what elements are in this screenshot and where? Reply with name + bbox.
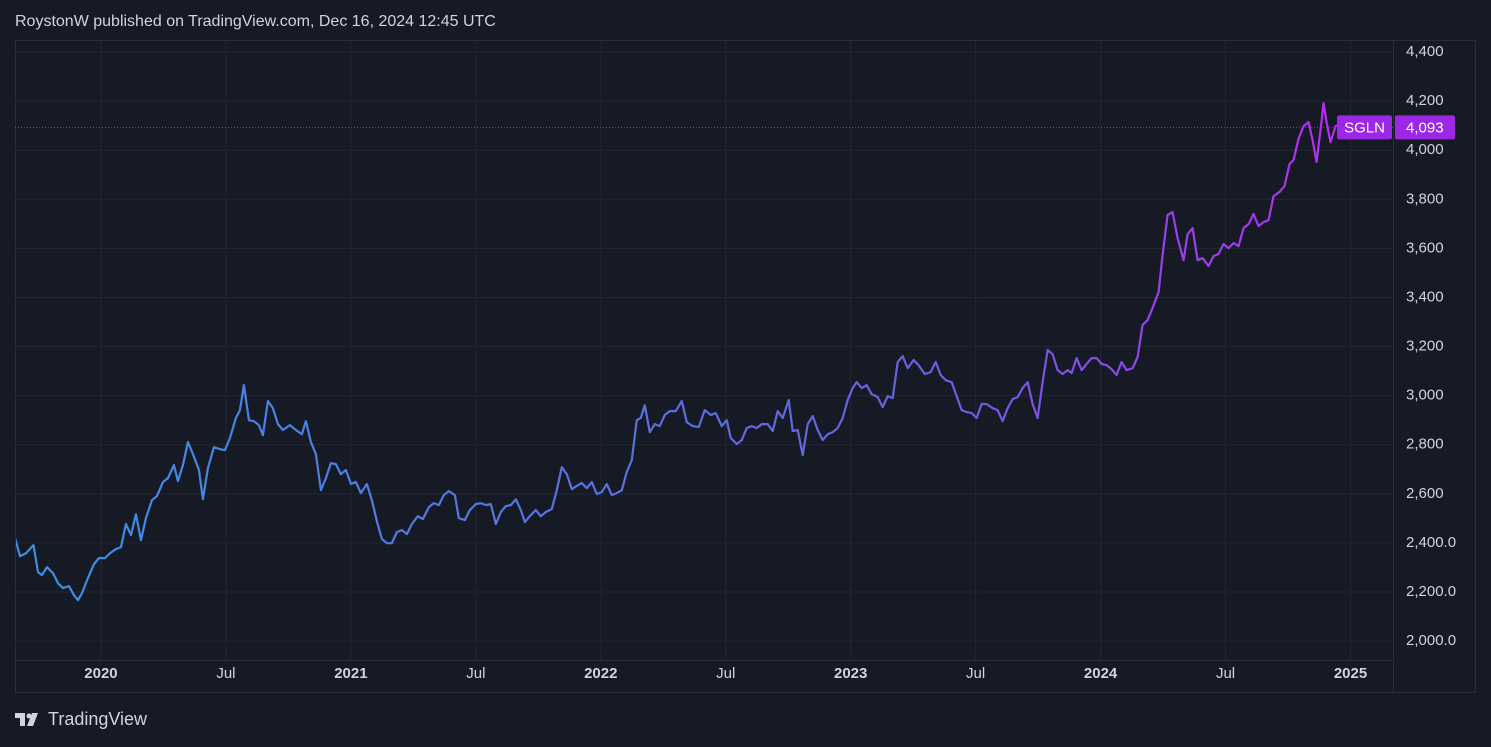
- x-tick-label: 2024: [1084, 665, 1118, 682]
- x-tick-label: 2020: [84, 665, 117, 682]
- y-tick-label: 4,200: [1406, 92, 1444, 109]
- y-tick-label: 4,400: [1406, 43, 1444, 60]
- pane-border: [15, 40, 1476, 693]
- y-tick-label: 2,000.0: [1406, 632, 1456, 649]
- logo-mark: [15, 713, 38, 726]
- last-price-label: 4,093: [1406, 119, 1444, 136]
- x-tick-label: Jul: [216, 665, 235, 682]
- y-tick-label: 3,600: [1406, 239, 1444, 256]
- y-tick-label: 2,600: [1406, 485, 1444, 502]
- last-price-badge: [1395, 115, 1455, 140]
- x-tick-label: Jul: [716, 665, 735, 682]
- y-tick-label: 4,000: [1406, 141, 1444, 158]
- y-tick-label: 2,200.0: [1406, 583, 1456, 600]
- footer-brand: TradingView: [48, 709, 148, 729]
- header: RoystonW published on TradingView.com, D…: [15, 13, 496, 30]
- y-tick-label: 3,400: [1406, 288, 1444, 305]
- x-tick-label: Jul: [966, 665, 985, 682]
- x-tick-label: 2023: [834, 665, 867, 682]
- logo: [15, 713, 38, 726]
- y-tick-label: 2,400.0: [1406, 534, 1456, 551]
- y-tick-label: 2,800: [1406, 436, 1444, 453]
- series-name: SGLN: [1344, 119, 1385, 136]
- x-tick-label: Jul: [1216, 665, 1235, 682]
- y-tick-label: 3,800: [1406, 190, 1444, 207]
- series-name-badge: [1337, 115, 1392, 140]
- x-tick-label: 2021: [334, 665, 367, 682]
- y-tick-label: 3,200: [1406, 338, 1444, 355]
- y-tick-label: 3,000: [1406, 387, 1444, 404]
- x-tick-label: 2022: [584, 665, 617, 682]
- x-tick-label: 2025: [1334, 665, 1367, 682]
- logo-dot: [26, 713, 32, 719]
- x-tick-label: Jul: [466, 665, 485, 682]
- price-line-series: [16, 101, 1340, 602]
